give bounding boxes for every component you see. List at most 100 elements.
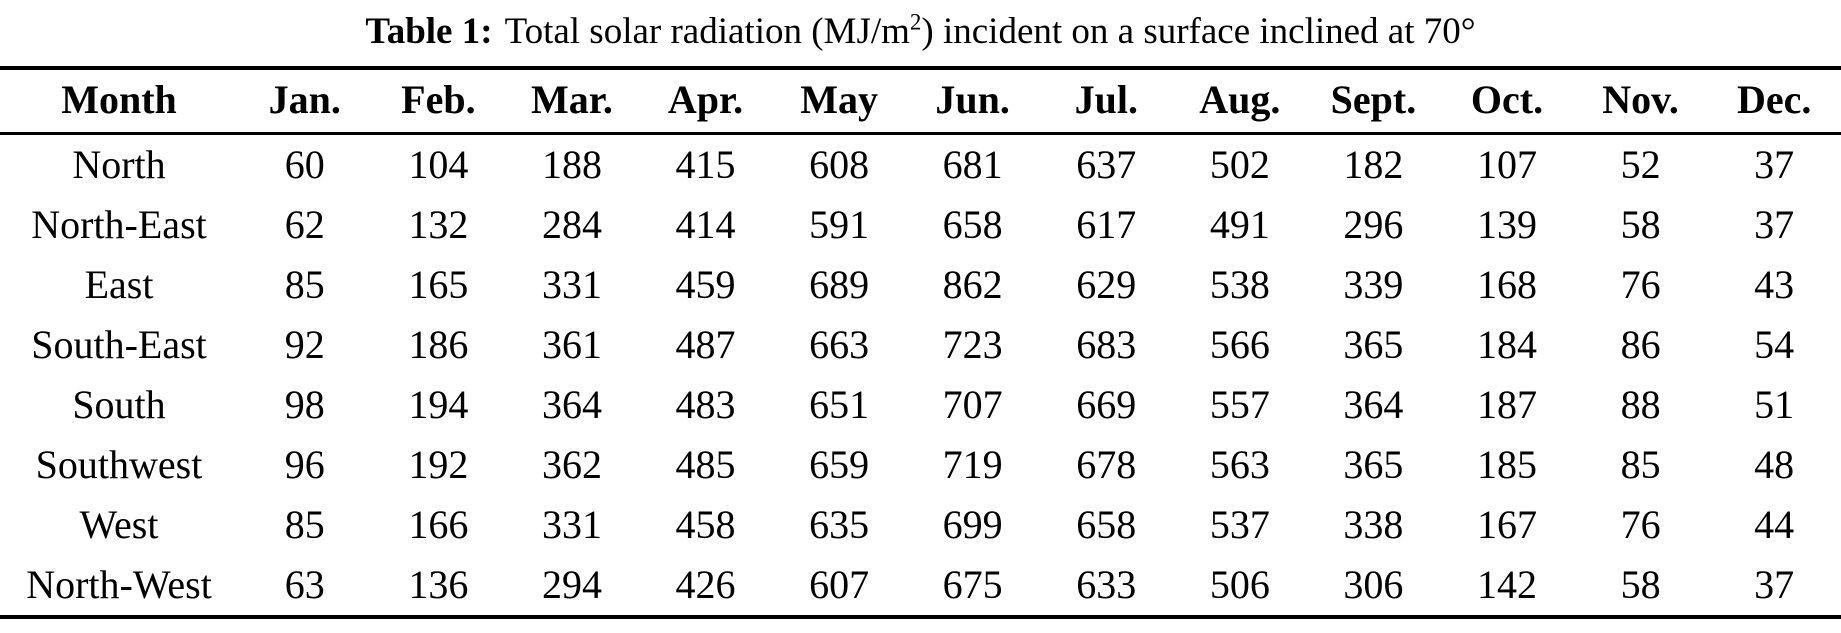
- header-row: Month Jan. Feb. Mar. Apr. May Jun. Jul. Aug. Sept…: [0, 68, 1841, 135]
- table-header: Month Jan. Feb. Mar. Apr. May Jun. Jul. Aug. Sept…: [0, 68, 1841, 135]
- row-label: North-East: [31, 202, 207, 247]
- cell: 414: [675, 202, 736, 247]
- cell: 723: [942, 322, 1003, 367]
- cell: 43: [1754, 262, 1795, 307]
- cell: 617: [1076, 202, 1137, 247]
- cell: 167: [1476, 502, 1537, 547]
- cell: 184: [1476, 322, 1537, 367]
- cell: 629: [1076, 262, 1137, 307]
- cell: 85: [284, 502, 325, 547]
- cell: 96: [284, 442, 325, 487]
- caption-text-before-sup: Total solar radiation (MJ/m: [504, 11, 910, 52]
- cell: 681: [942, 142, 1003, 187]
- cell: 658: [942, 202, 1003, 247]
- cell: 37: [1754, 202, 1795, 247]
- cell: 92: [284, 322, 325, 367]
- cell: 188: [541, 142, 602, 187]
- cell: 107: [1476, 142, 1537, 187]
- row-label: South: [72, 382, 166, 427]
- cell: 719: [942, 442, 1003, 487]
- cell: 132: [408, 202, 469, 247]
- caption-text: Total solar radiation (MJ/m2) incident o…: [505, 11, 1476, 52]
- solar-radiation-table: Month Jan. Feb. Mar. Apr. May Jun. Jul. Aug. Sept…: [0, 66, 1841, 619]
- cell: 506: [1209, 562, 1270, 607]
- cell: 365: [1343, 322, 1404, 367]
- column-header: Sept.: [1306, 68, 1441, 135]
- cell: 182: [1343, 142, 1404, 187]
- cell: 651: [809, 382, 870, 427]
- cell: 51: [1754, 382, 1795, 427]
- cell: 362: [541, 442, 602, 487]
- cell: 52: [1620, 142, 1661, 187]
- cell: 669: [1076, 382, 1137, 427]
- cell: 557: [1209, 382, 1270, 427]
- cell: 44: [1754, 502, 1795, 547]
- cell: 338: [1343, 502, 1404, 547]
- caption-superscript: 2: [909, 9, 922, 35]
- column-header: Feb.: [371, 68, 506, 135]
- cell: 862: [942, 262, 1003, 307]
- table-row: South-East 92 186 361 487 663 723 683 566 365 184 8…: [0, 315, 1841, 375]
- cell: 98: [284, 382, 325, 427]
- cell: 458: [675, 502, 736, 547]
- table-row: North-West 63 136 294 426 607 675 633 506 306 142 5…: [0, 555, 1841, 617]
- cell: 186: [408, 322, 469, 367]
- cell: 306: [1343, 562, 1404, 607]
- cell: 487: [675, 322, 736, 367]
- row-label: South-East: [31, 322, 207, 367]
- table-row: North 60 104 188 415 608 681 637 502 182 107 52 37: [0, 134, 1841, 196]
- column-header: Dec.: [1707, 68, 1841, 135]
- cell: 415: [675, 142, 736, 187]
- row-label: North-West: [26, 562, 212, 607]
- cell: 633: [1076, 562, 1137, 607]
- cell: 607: [809, 562, 870, 607]
- cell: 76: [1620, 502, 1661, 547]
- cell: 85: [1620, 442, 1661, 487]
- cell: 675: [942, 562, 1003, 607]
- cell: 142: [1476, 562, 1537, 607]
- cell: 364: [1343, 382, 1404, 427]
- cell: 608: [809, 142, 870, 187]
- cell: 491: [1209, 202, 1270, 247]
- cell: 60: [284, 142, 325, 187]
- cell: 459: [675, 262, 736, 307]
- cell: 485: [675, 442, 736, 487]
- cell: 426: [675, 562, 736, 607]
- cell: 659: [809, 442, 870, 487]
- column-header: Jan.: [238, 68, 372, 135]
- cell: 663: [809, 322, 870, 367]
- cell: 192: [408, 442, 469, 487]
- cell: 165: [408, 262, 469, 307]
- cell: 58: [1620, 202, 1661, 247]
- cell: 678: [1076, 442, 1137, 487]
- cell: 166: [408, 502, 469, 547]
- cell: 635: [809, 502, 870, 547]
- cell: 48: [1754, 442, 1795, 487]
- cell: 63: [284, 562, 325, 607]
- cell: 566: [1209, 322, 1270, 367]
- cell: 185: [1476, 442, 1537, 487]
- cell: 284: [541, 202, 602, 247]
- cell: 502: [1209, 142, 1270, 187]
- cell: 76: [1620, 262, 1661, 307]
- cell: 85: [284, 262, 325, 307]
- cell: 37: [1754, 562, 1795, 607]
- table-body: North 60 104 188 415 608 681 637 502 182 107 52 37 No…: [0, 134, 1841, 618]
- cell: 683: [1076, 322, 1137, 367]
- row-label: Southwest: [35, 442, 203, 487]
- column-header: Apr.: [638, 68, 773, 135]
- cell: 707: [942, 382, 1003, 427]
- cell: 331: [541, 262, 602, 307]
- row-label: West: [79, 502, 159, 547]
- table-row: West 85 166 331 458 635 699 658 537 338 167 76 44: [0, 495, 1841, 555]
- column-header: Oct.: [1440, 68, 1574, 135]
- cell: 136: [408, 562, 469, 607]
- cell: 62: [284, 202, 325, 247]
- row-label: North: [72, 142, 166, 187]
- cell: 361: [541, 322, 602, 367]
- cell: 537: [1209, 502, 1270, 547]
- cell: 168: [1476, 262, 1537, 307]
- cell: 54: [1754, 322, 1795, 367]
- row-label: East: [84, 262, 154, 307]
- cell: 104: [408, 142, 469, 187]
